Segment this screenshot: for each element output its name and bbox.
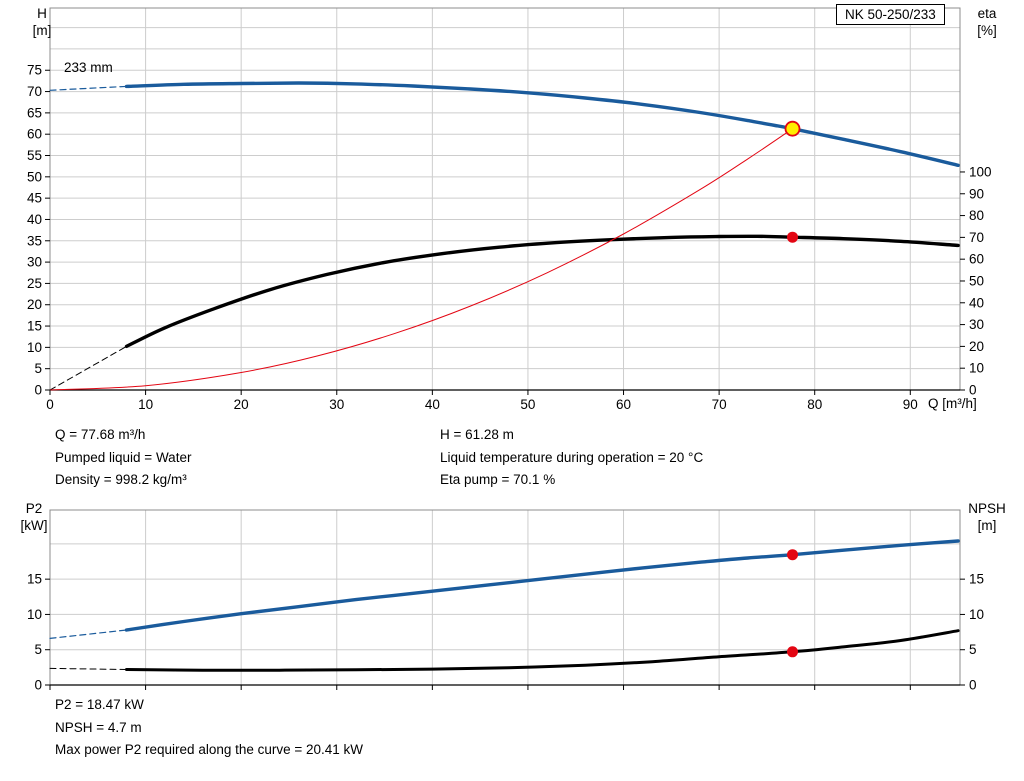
- x-axis-tick-label: 20: [234, 397, 249, 412]
- left-axis-tick-label: 45: [27, 191, 42, 206]
- x-axis-tick-label: 80: [807, 397, 822, 412]
- pump-type-label: NK 50-250/233: [836, 4, 945, 25]
- left-axis-tick-label: 5: [34, 361, 42, 376]
- right-axis-tick-label: 80: [969, 208, 984, 223]
- series-system-curve: [49, 128, 793, 391]
- left-axis-tick-label: 70: [27, 84, 42, 99]
- x-axis-tick-label: 10: [138, 397, 153, 412]
- left-axis-tick-label: 50: [27, 169, 42, 184]
- right-axis-tick-label: 30: [969, 317, 984, 332]
- x-axis-tick-label: 50: [520, 397, 535, 412]
- left-axis-tick-label: 60: [27, 127, 42, 142]
- x-axis-tick-label: 60: [616, 397, 631, 412]
- p2-left-axis-title: P2 [kW]: [20, 501, 48, 533]
- info-pumped-liquid: Pumped liquid = Water: [55, 449, 192, 465]
- series-head-curve-extrapolation: [49, 85, 128, 91]
- duty-point-eta[interactable]: [787, 231, 798, 243]
- right-axis-tick-label: 15: [969, 572, 984, 587]
- info-flow: Q = 77.68 m³/h: [55, 427, 146, 442]
- info-p2: P2 = 18.47 kW: [55, 697, 144, 712]
- x-axis-tick-label: 30: [329, 397, 344, 412]
- impeller-diameter-label: 233 mm: [64, 60, 113, 75]
- series-eta-curve: [124, 234, 960, 349]
- right-axis-tick-label: 90: [969, 186, 984, 201]
- info-head: H = 61.28 m: [440, 427, 514, 442]
- duty-point-npsh[interactable]: [787, 646, 798, 658]
- qh-left-axis-title: H [m]: [32, 6, 52, 38]
- left-axis-tick-label: 30: [27, 255, 42, 270]
- left-axis-tick-label: 40: [27, 212, 42, 227]
- result-data: P2 = 18.47 kW NPSH = 4.7 m Max power P2 …: [55, 694, 363, 762]
- duty-point-head[interactable]: [784, 120, 801, 137]
- q-axis-title: Q [m³/h]: [928, 396, 977, 411]
- p2-right-axis-title: NPSH [m]: [968, 501, 1006, 533]
- series-eta-curve-extrapolation: [49, 345, 127, 391]
- x-axis-tick-label: 90: [903, 397, 918, 412]
- left-axis-tick-label: 0: [34, 678, 42, 693]
- series-p2-curve: [124, 539, 960, 632]
- duty-point-p2[interactable]: [787, 549, 798, 561]
- left-axis-tick-label: 0: [34, 383, 42, 398]
- info-npsh: NPSH = 4.7 m: [55, 719, 142, 735]
- info-max-power: Max power P2 required along the curve = …: [55, 742, 364, 757]
- series-npsh-curve: [125, 629, 960, 672]
- p2-npsh-chart[interactable]: 0 5 10 15 0 5 10 15: [0, 498, 1024, 693]
- info-density: Density = 998.2 kg/m³: [55, 472, 187, 487]
- right-axis-tick-label: 10: [969, 607, 984, 622]
- x-axis-tick-label: 0: [46, 397, 54, 412]
- operating-data-col2: H = 61.28 m Liquid temperature during op…: [440, 424, 703, 492]
- qh-right-axis-title: eta [%]: [977, 6, 997, 38]
- right-axis-tick-label: 100: [969, 164, 992, 179]
- left-axis-tick-label: 55: [27, 148, 42, 163]
- series-p2-curve-extrapolation: [49, 629, 128, 639]
- left-axis-tick-label: 65: [27, 105, 42, 120]
- right-axis-tick-label: 60: [969, 252, 984, 267]
- left-axis-tick-label: 35: [27, 233, 42, 248]
- right-axis-tick-label: 0: [969, 678, 977, 693]
- left-axis-tick-label: 10: [27, 340, 42, 355]
- series-npsh-curve-extrapolation: [49, 667, 127, 670]
- right-axis-tick-label: 0: [969, 383, 977, 398]
- right-axis-tick-label: 40: [969, 295, 984, 310]
- left-axis-tick-label: 25: [27, 276, 42, 291]
- operating-data-col1: Q = 77.68 m³/h Pumped liquid = Water Den…: [55, 424, 191, 492]
- right-axis-tick-label: 50: [969, 273, 984, 288]
- x-axis-tick-label: 40: [425, 397, 440, 412]
- left-axis-tick-label: 20: [27, 297, 42, 312]
- series-head-curve-233mm: [124, 81, 960, 167]
- info-liquid-temperature: Liquid temperature during operation = 20…: [440, 449, 704, 465]
- left-axis-tick-label: 15: [27, 319, 42, 334]
- info-eta-pump: Eta pump = 70.1 %: [440, 472, 556, 487]
- left-axis-tick-label: 15: [27, 572, 42, 587]
- qh-chart[interactable]: 0 5 10 15 20 25 30 35 40 45 50 55 60 65 70 75 0 10 20 30 40 5…: [0, 0, 1024, 420]
- x-axis-tick-label: 70: [712, 397, 727, 412]
- right-axis-tick-label: 5: [969, 642, 977, 657]
- right-axis-tick-label: 20: [969, 339, 984, 354]
- right-axis-tick-label: 70: [969, 230, 984, 245]
- left-axis-tick-label: 5: [34, 642, 42, 657]
- left-axis-tick-label: 75: [27, 63, 42, 78]
- right-axis-tick-label: 10: [969, 361, 984, 376]
- left-axis-tick-label: 10: [27, 607, 42, 622]
